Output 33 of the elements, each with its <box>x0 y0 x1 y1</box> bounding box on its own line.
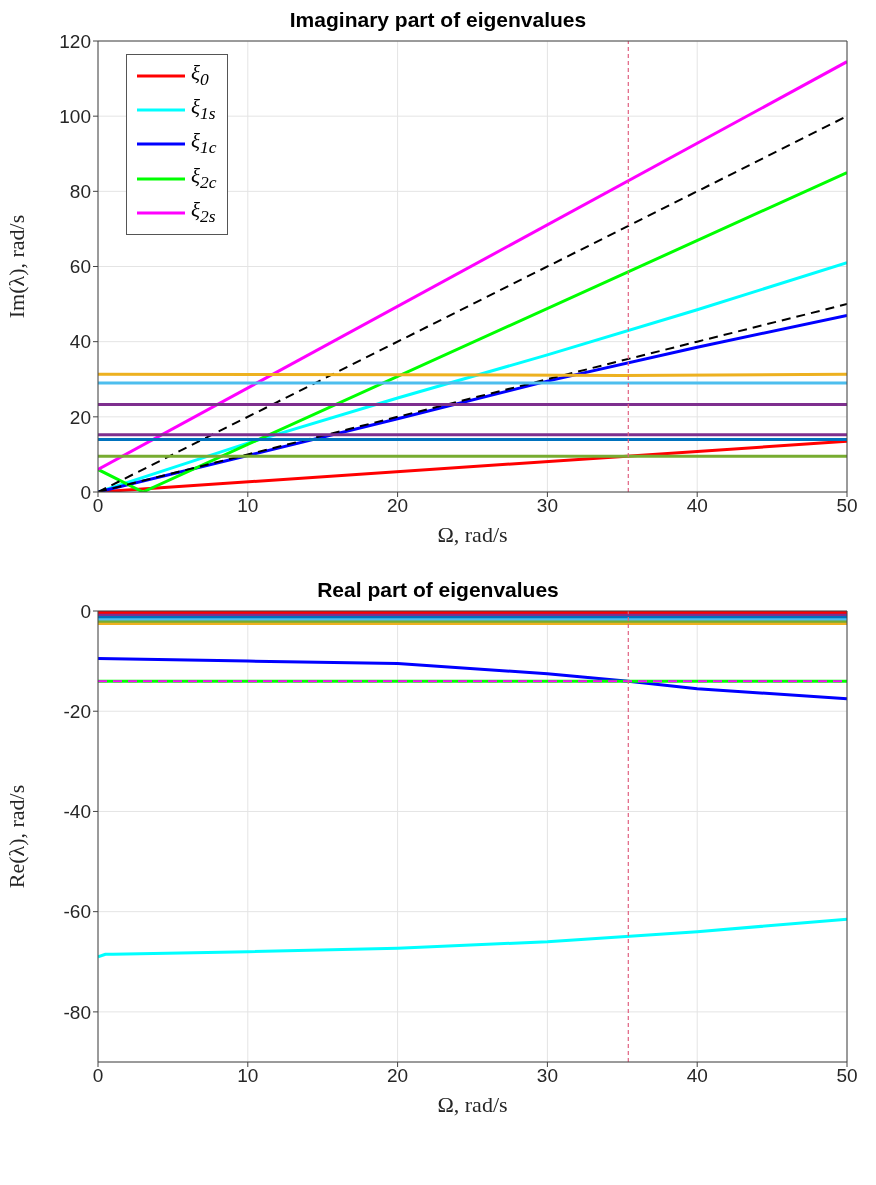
x-tick-label: 40 <box>686 1065 708 1087</box>
x-tick-label: 10 <box>237 495 259 517</box>
y-axis-title: Im(λ), rad/s <box>3 214 29 319</box>
y-tick-label: 80 <box>69 181 91 203</box>
y-tick-label: 120 <box>59 30 91 52</box>
x-axis-title: Ω, rad/s <box>437 1092 508 1117</box>
y-tick-label: 60 <box>69 256 91 278</box>
x-tick-label: 10 <box>237 1065 259 1087</box>
x-tick-label: 50 <box>836 495 858 517</box>
x-tick-label: 20 <box>387 1065 409 1087</box>
y-tick-label: 100 <box>59 105 91 127</box>
chart-title: Imaginary part of eigenvalues <box>289 8 587 31</box>
y-tick-label: 20 <box>69 406 91 428</box>
y-tick-label: -60 <box>63 901 91 923</box>
legend-label: ξ$_{0}$ <box>191 60 209 92</box>
x-tick-label: 20 <box>387 495 409 517</box>
x-tick-label: 30 <box>536 1065 558 1087</box>
y-tick-label: -20 <box>63 700 91 722</box>
y-tick-label: 0 <box>80 481 91 503</box>
y-tick-label: 0 <box>80 600 91 622</box>
x-tick-label: 30 <box>536 495 558 517</box>
y-tick-label: 40 <box>69 331 91 353</box>
chart-title: Real part of eigenvalues <box>317 578 559 601</box>
y-tick-label: -40 <box>63 801 91 823</box>
legend-label: ξ$_{1c}$ <box>191 128 217 160</box>
x-tick-label: 40 <box>686 495 708 517</box>
x-axis-title: Ω, rad/s <box>437 522 508 547</box>
legend-label: ξ$_{2c}$ <box>191 162 217 194</box>
y-axis-title: Re(λ), rad/s <box>3 784 29 889</box>
legend-label: ξ$_{1s}$ <box>191 94 216 126</box>
y-tick-label: -80 <box>63 1001 91 1023</box>
legend-label: ξ$_{2s}$ <box>191 196 216 228</box>
x-tick-label: 50 <box>836 1065 858 1087</box>
